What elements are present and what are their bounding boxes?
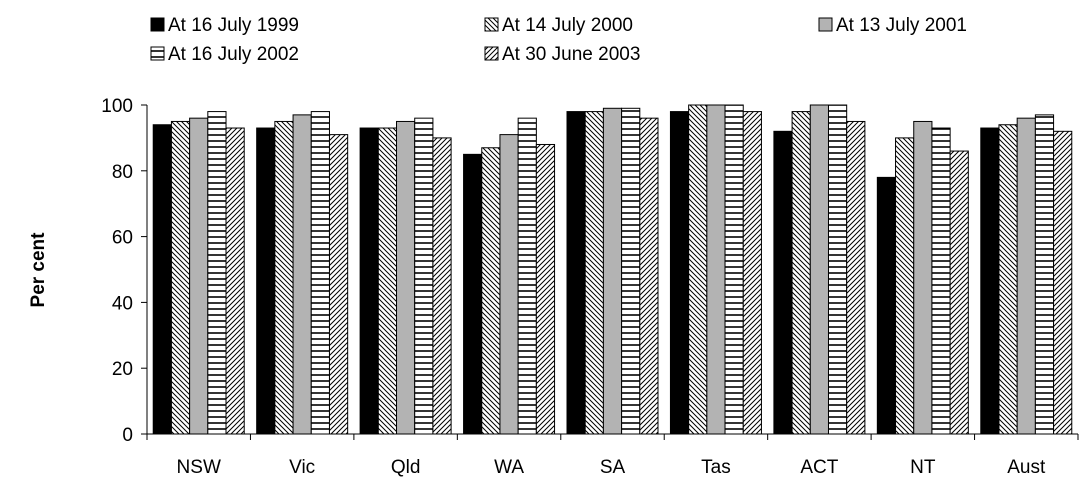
legend-label: At 14 July 2000 — [502, 15, 633, 36]
bar — [207, 111, 227, 435]
y-tick-label: 40 — [112, 293, 133, 314]
x-tick-label: NSW — [177, 457, 221, 478]
bar — [827, 104, 848, 435]
bar — [328, 134, 349, 435]
legend-swatch — [484, 17, 499, 32]
bar — [414, 117, 434, 435]
legend-label: At 16 July 2002 — [168, 44, 299, 65]
bar — [998, 124, 1018, 435]
x-tick-label: Aust — [1007, 457, 1046, 478]
bar — [931, 127, 951, 435]
bar — [432, 137, 452, 435]
bar — [949, 150, 969, 435]
x-tick-label: WA — [494, 457, 524, 478]
bar — [517, 117, 537, 435]
x-axis: NSW Vic Qld WA SA Tas ACT NT Aust — [146, 433, 1079, 478]
bar — [773, 130, 793, 435]
bar — [256, 127, 276, 435]
bar — [359, 127, 379, 435]
bar — [846, 120, 866, 435]
bar — [535, 143, 556, 435]
y-axis-label: Per cent — [28, 232, 49, 308]
bar — [152, 124, 172, 435]
bar — [396, 120, 416, 435]
bar — [584, 111, 604, 435]
bar — [602, 107, 623, 435]
y-tick-label: 100 — [101, 96, 133, 117]
bar — [566, 111, 586, 435]
legend-label: At 30 June 2003 — [502, 44, 640, 65]
bars-group — [152, 104, 1073, 435]
chart-legend: At 16 July 1999 At 14 July 2000 At 13 July… — [150, 15, 967, 65]
legend-swatch — [818, 17, 833, 32]
bar — [377, 127, 398, 435]
legend-item: At 16 July 2002 — [150, 44, 299, 65]
bar — [499, 134, 519, 435]
bar — [895, 137, 915, 435]
y-tick-label: 0 — [122, 425, 133, 446]
bar — [1034, 114, 1055, 435]
y-tick-label: 60 — [112, 228, 133, 249]
bar — [913, 120, 933, 435]
bar — [621, 107, 641, 435]
bar — [809, 104, 829, 435]
legend-item: At 16 July 1999 — [150, 15, 299, 36]
bar — [1016, 117, 1036, 435]
x-tick-label: Vic — [289, 457, 315, 478]
legend-swatch — [484, 46, 499, 61]
legend-label: At 16 July 1999 — [168, 15, 299, 36]
x-tick-label: NT — [910, 457, 936, 478]
y-tick-label: 20 — [112, 359, 133, 380]
y-axis: 0 20 40 60 80 100 — [101, 96, 148, 446]
bar — [292, 114, 312, 435]
legend-item: At 30 June 2003 — [484, 44, 640, 65]
bar — [1053, 130, 1073, 435]
bar — [274, 120, 294, 435]
legend-swatch — [150, 17, 165, 32]
bar — [688, 104, 708, 435]
x-tick-label: SA — [600, 457, 626, 478]
y-tick-label: 80 — [112, 162, 133, 183]
bar — [980, 127, 1000, 435]
bar — [742, 111, 762, 435]
x-tick-label: ACT — [800, 457, 838, 478]
bar — [170, 120, 191, 435]
bar — [706, 104, 726, 435]
bar — [463, 153, 483, 435]
bar — [225, 127, 245, 435]
legend-item: At 13 July 2001 — [818, 15, 967, 36]
bar — [791, 111, 811, 435]
bar — [481, 147, 501, 435]
bar — [876, 176, 897, 435]
bar — [724, 104, 744, 435]
x-tick-label: Qld — [391, 457, 421, 478]
legend-item: At 14 July 2000 — [484, 15, 633, 36]
bar — [310, 111, 330, 435]
legend-swatch — [150, 46, 165, 61]
x-tick-label: Tas — [701, 457, 731, 478]
bar — [189, 117, 209, 435]
legend-label: At 13 July 2001 — [836, 15, 967, 36]
bar — [639, 117, 659, 435]
bar — [669, 111, 690, 435]
